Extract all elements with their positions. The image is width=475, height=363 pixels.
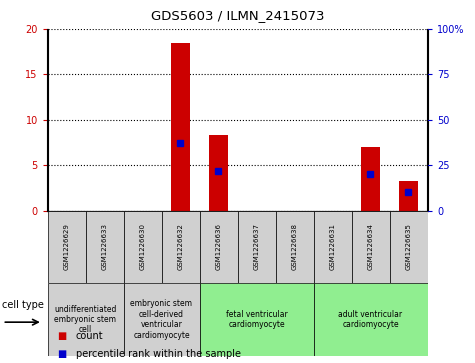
Text: GSM1226638: GSM1226638 bbox=[292, 223, 297, 270]
Text: embryonic stem
cell-derived
ventricular
cardiomyocyte: embryonic stem cell-derived ventricular … bbox=[131, 299, 192, 339]
Bar bbox=[200, 283, 314, 356]
Bar bbox=[48, 211, 86, 283]
Bar bbox=[352, 211, 390, 283]
Bar bbox=[124, 211, 162, 283]
Text: GSM1226635: GSM1226635 bbox=[406, 223, 411, 270]
Text: percentile rank within the sample: percentile rank within the sample bbox=[76, 349, 241, 359]
Text: count: count bbox=[76, 331, 104, 341]
Bar bbox=[124, 283, 200, 356]
Text: cell type: cell type bbox=[2, 300, 44, 310]
Text: ■: ■ bbox=[57, 349, 66, 359]
Text: GSM1226636: GSM1226636 bbox=[216, 223, 221, 270]
Bar bbox=[171, 43, 190, 211]
Bar bbox=[361, 147, 380, 211]
Bar bbox=[276, 211, 314, 283]
Text: GSM1226630: GSM1226630 bbox=[140, 223, 145, 270]
Text: adult ventricular
cardiomyocyte: adult ventricular cardiomyocyte bbox=[338, 310, 403, 329]
Text: ■: ■ bbox=[57, 331, 66, 341]
Bar bbox=[86, 211, 124, 283]
Text: GSM1226633: GSM1226633 bbox=[102, 223, 107, 270]
Bar bbox=[162, 211, 199, 283]
Bar bbox=[390, 211, 428, 283]
Text: GDS5603 / ILMN_2415073: GDS5603 / ILMN_2415073 bbox=[151, 9, 324, 22]
Text: GSM1226634: GSM1226634 bbox=[368, 223, 373, 270]
Text: fetal ventricular
cardiomyocyte: fetal ventricular cardiomyocyte bbox=[226, 310, 287, 329]
Bar bbox=[48, 283, 124, 356]
Text: GSM1226632: GSM1226632 bbox=[178, 223, 183, 270]
Bar bbox=[200, 211, 238, 283]
Bar bbox=[238, 211, 276, 283]
Text: undifferentiated
embryonic stem
cell: undifferentiated embryonic stem cell bbox=[54, 305, 117, 334]
Bar bbox=[209, 135, 228, 211]
Text: GSM1226629: GSM1226629 bbox=[64, 223, 69, 270]
Bar bbox=[399, 180, 418, 211]
Text: GSM1226637: GSM1226637 bbox=[254, 223, 259, 270]
Bar bbox=[314, 211, 352, 283]
Bar bbox=[314, 283, 428, 356]
Text: GSM1226631: GSM1226631 bbox=[330, 223, 335, 270]
